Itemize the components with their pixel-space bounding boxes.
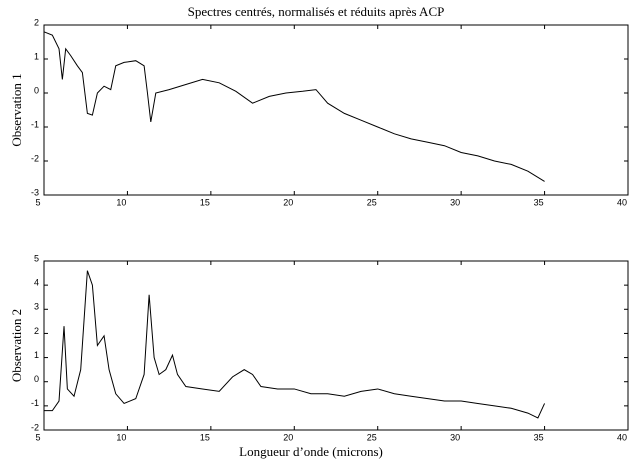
y-axis-label: Observation 1: [9, 73, 24, 146]
y-tick-label: 5: [34, 253, 39, 263]
y-tick-label: 0: [34, 85, 39, 95]
x-tick-label: 25: [367, 197, 377, 207]
y-tick-label: 2: [34, 326, 39, 336]
x-tick-label: 15: [200, 197, 210, 207]
y-tick-label: -1: [31, 119, 39, 129]
x-tick-label: 35: [534, 197, 544, 207]
line: [44, 270, 546, 419]
y-tick-label: -2: [31, 153, 39, 163]
y-tick-label: 0: [34, 374, 39, 384]
x-tick-label: 20: [283, 432, 293, 442]
x-tick-label: 20: [283, 197, 293, 207]
y-tick-label: -2: [31, 422, 39, 432]
y-tick-label: 1: [34, 350, 39, 360]
x-tick-label: 40: [617, 197, 627, 207]
y-tick-label: -1: [31, 398, 39, 408]
x-tick-label: 25: [367, 432, 377, 442]
y-tick-label: 4: [34, 278, 39, 288]
x-tick-label: 35: [534, 432, 544, 442]
y-tick-label: 3: [34, 302, 39, 312]
plot-frame: [43, 260, 629, 431]
line: [43, 31, 545, 182]
x-tick-label: 40: [617, 432, 627, 442]
x-tick-label: 30: [450, 432, 460, 442]
x-axis-label: Longueur d’onde (microns): [239, 444, 383, 459]
y-tick-label: -3: [31, 187, 39, 197]
y-axis-label: Observation 2: [9, 309, 24, 382]
y-tick-label: 2: [34, 17, 39, 27]
x-tick-label: 30: [450, 197, 460, 207]
x-tick-label: 5: [35, 197, 40, 207]
x-tick-label: 5: [35, 432, 40, 442]
x-tick-label: 10: [116, 432, 126, 442]
x-tick-label: 10: [116, 197, 126, 207]
plot-frame: [43, 24, 629, 196]
x-tick-label: 15: [200, 432, 210, 442]
chart-title: Spectres centrés, normalisés et réduits …: [188, 4, 445, 19]
y-tick-label: 1: [34, 51, 39, 61]
